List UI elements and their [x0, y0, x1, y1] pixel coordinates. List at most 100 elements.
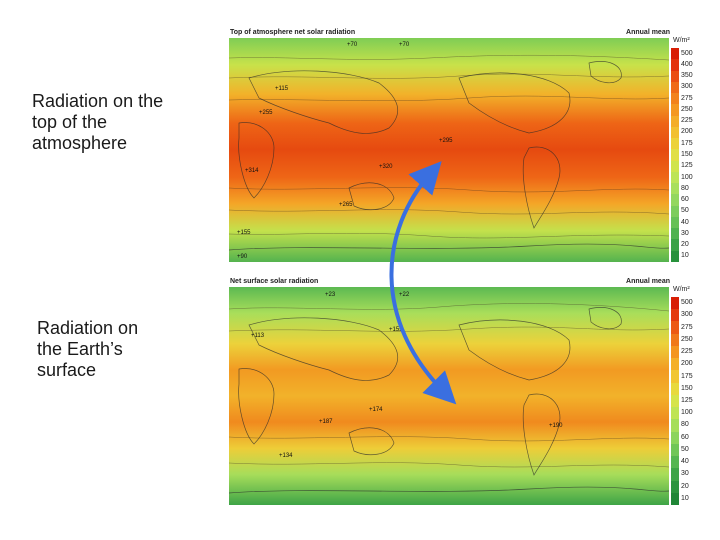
scale-label: 40 [681, 458, 689, 466]
scale-label: 300 [681, 311, 693, 319]
contour-label: +22 [399, 292, 410, 298]
scale-swatch [671, 333, 679, 347]
scale-label: 350 [681, 72, 693, 80]
contour-label: +115 [275, 86, 289, 92]
scale-swatch [671, 70, 679, 83]
surface-radiation-map-panel: Net surface solar radiation Annual mean [227, 277, 700, 509]
scale-label: 80 [681, 184, 689, 192]
contour-label: +265 [339, 202, 353, 208]
scale-label: 500 [681, 299, 693, 307]
contour-label: +90 [237, 254, 248, 260]
scale-label: 300 [681, 83, 693, 91]
scale-swatch [671, 183, 679, 195]
scale-swatch [671, 394, 679, 408]
contour-label: +314 [245, 168, 259, 174]
toa-radiation-map: +70 +70 +115 +255 +295 +320 +314 +265 +1… [229, 38, 669, 262]
scale-label: 125 [681, 162, 693, 170]
contour-label: +113 [251, 333, 265, 339]
scale-swatch [671, 59, 679, 71]
scale-swatch [671, 321, 679, 335]
caption-top-of-atmosphere: Radiation on the top of the atmosphere [32, 91, 164, 153]
scale-label: 275 [681, 323, 693, 331]
scale-label: 225 [681, 348, 693, 356]
surface-radiation-map: +23 +22 +155 +113 +174 +187 +190 +134 [229, 287, 669, 505]
scale-label: 400 [681, 60, 693, 68]
scale-label: 10 [681, 252, 689, 260]
scale-unit: W/m² [673, 37, 690, 44]
scale-label: 30 [681, 470, 689, 478]
contour-label: +190 [549, 423, 563, 429]
contour-label: +70 [399, 42, 410, 48]
scale-swatch [671, 160, 679, 173]
map-title: Net surface solar radiation [230, 278, 319, 285]
scale-label: 175 [681, 372, 693, 380]
scale-swatch [671, 228, 679, 240]
scale-label: 20 [681, 241, 689, 249]
scale-swatch [671, 431, 679, 445]
contour-label: +134 [279, 453, 293, 459]
scale-swatch [671, 456, 679, 469]
scale-swatch [671, 492, 679, 506]
scale-swatch [671, 205, 679, 218]
contour-label: +155 [389, 327, 403, 333]
scale-swatch [671, 93, 679, 105]
scale-swatch [671, 358, 679, 371]
scale-swatch [671, 115, 679, 128]
contour-label: +295 [439, 138, 453, 144]
scale-label: 100 [681, 409, 693, 417]
scale-swatch [671, 309, 679, 322]
scale-label: 225 [681, 117, 693, 125]
toa-radiation-map-panel: Top of atmosphere net solar radiation An… [227, 28, 700, 266]
scale-label: 175 [681, 139, 693, 147]
scale-swatch [671, 250, 679, 263]
scale-swatch [671, 407, 679, 420]
map-note: Annual mean [626, 29, 670, 36]
scale-swatch [671, 216, 679, 229]
scale-label: 60 [681, 196, 689, 204]
contour-label: +174 [369, 407, 383, 413]
scale-swatch [671, 194, 679, 207]
scale-swatch [671, 382, 679, 396]
contour-label: +255 [259, 110, 273, 116]
scale-swatch [671, 126, 679, 139]
scale-swatch [671, 81, 679, 94]
contour-label: +320 [379, 164, 393, 170]
color-scale-legend: 500 300 275 250 225 200 175 150 125 100 80 60 50 40 30… [671, 287, 699, 506]
scale-swatch [671, 370, 679, 384]
scale-swatch [671, 468, 679, 482]
scale-swatch [671, 104, 679, 117]
scale-swatch [671, 297, 679, 310]
contour-label: +23 [325, 292, 336, 298]
scale-swatch [671, 419, 679, 433]
scale-label: 150 [681, 384, 693, 392]
scale-swatch [671, 48, 679, 60]
scale-label: 250 [681, 105, 693, 113]
scale-label: 200 [681, 360, 693, 368]
scale-label: 30 [681, 229, 689, 237]
scale-swatch [671, 149, 679, 162]
map-note: Annual mean [626, 278, 670, 285]
scale-swatch [671, 239, 679, 252]
scale-swatch [671, 480, 679, 494]
scale-label: 50 [681, 445, 689, 453]
scale-label: 250 [681, 335, 693, 343]
scale-swatch [671, 345, 679, 359]
color-scale-legend: 500 400 350 300 275 250 225 200 175 150 125 100 80 60… [671, 38, 699, 263]
scale-label: 275 [681, 94, 693, 102]
scale-label: 10 [681, 494, 689, 502]
contour-label: +70 [347, 42, 358, 48]
contour-label: +155 [237, 230, 251, 236]
scale-label: 50 [681, 207, 689, 215]
scale-label: 80 [681, 421, 689, 429]
scale-swatch [671, 171, 679, 184]
scale-swatch [671, 138, 679, 150]
scale-label: 20 [681, 482, 689, 490]
scale-label: 500 [681, 49, 693, 57]
caption-earth-surface: Radiation on the Earth’s surface [37, 318, 139, 380]
scale-label: 40 [681, 218, 689, 226]
scale-label: 60 [681, 433, 689, 441]
scale-label: 125 [681, 397, 693, 404]
scale-label: 200 [681, 128, 693, 136]
map-title: Top of atmosphere net solar radiation [230, 29, 356, 36]
scale-label: 150 [681, 151, 693, 158]
